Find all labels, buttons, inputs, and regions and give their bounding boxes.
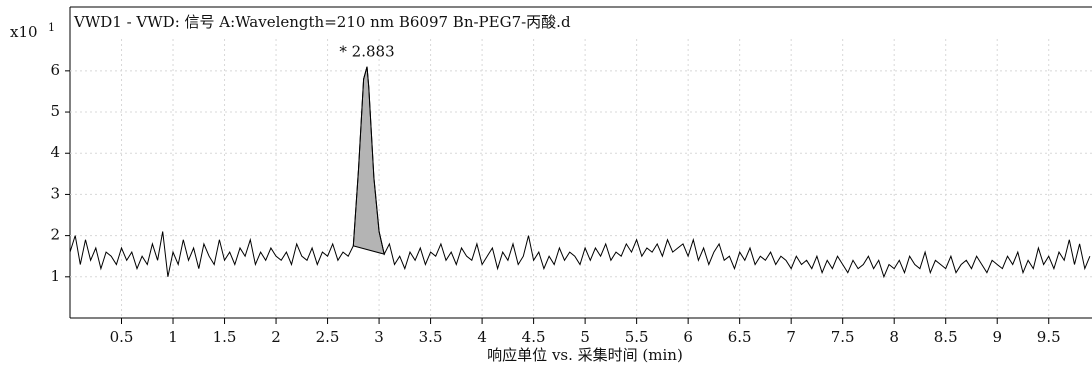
x-tick-label: 1 <box>168 328 178 346</box>
x-tick-label: 7 <box>786 328 796 346</box>
y-label: x10 <box>10 23 38 41</box>
x-tick-label: 3.5 <box>419 328 443 346</box>
x-tick-label: 8.5 <box>934 328 958 346</box>
y-label-exponent: 1 <box>48 21 55 34</box>
y-tick-label: 3 <box>50 184 60 202</box>
x-tick-label: 5 <box>580 328 590 346</box>
x-tick-label: 2.5 <box>316 328 340 346</box>
y-tick-label: 4 <box>50 143 60 161</box>
x-tick-label: 9 <box>992 328 1002 346</box>
x-tick-label: 7.5 <box>831 328 855 346</box>
chart-title: VWD1 - VWD: 信号 A:Wavelength=210 nm B6097… <box>73 13 571 31</box>
x-tick-label: 2 <box>271 328 281 346</box>
x-tick-label: 5.5 <box>625 328 649 346</box>
signal-line <box>69 66 1091 279</box>
x-label: 响应单位 vs. 采集时间 (min) <box>487 346 683 364</box>
x-tick-label: 6.5 <box>728 328 752 346</box>
x-tick-label: 3 <box>374 328 384 346</box>
x-tick-label: 4.5 <box>522 328 546 346</box>
x-tick-label: 4 <box>477 328 487 346</box>
y-tick-label: 1 <box>50 267 60 285</box>
y-tick-label: 6 <box>50 61 60 79</box>
x-tick-label: 9.5 <box>1037 328 1061 346</box>
x-tick-label: 1.5 <box>213 328 237 346</box>
x-tick-label: 6 <box>683 328 693 346</box>
y-tick-label: 5 <box>50 102 60 120</box>
y-tick-label: 2 <box>50 226 60 244</box>
x-tick-label: 0.5 <box>110 328 134 346</box>
x-tick-label: 8 <box>889 328 899 346</box>
peak-annotation: * 2.883 <box>339 43 394 61</box>
